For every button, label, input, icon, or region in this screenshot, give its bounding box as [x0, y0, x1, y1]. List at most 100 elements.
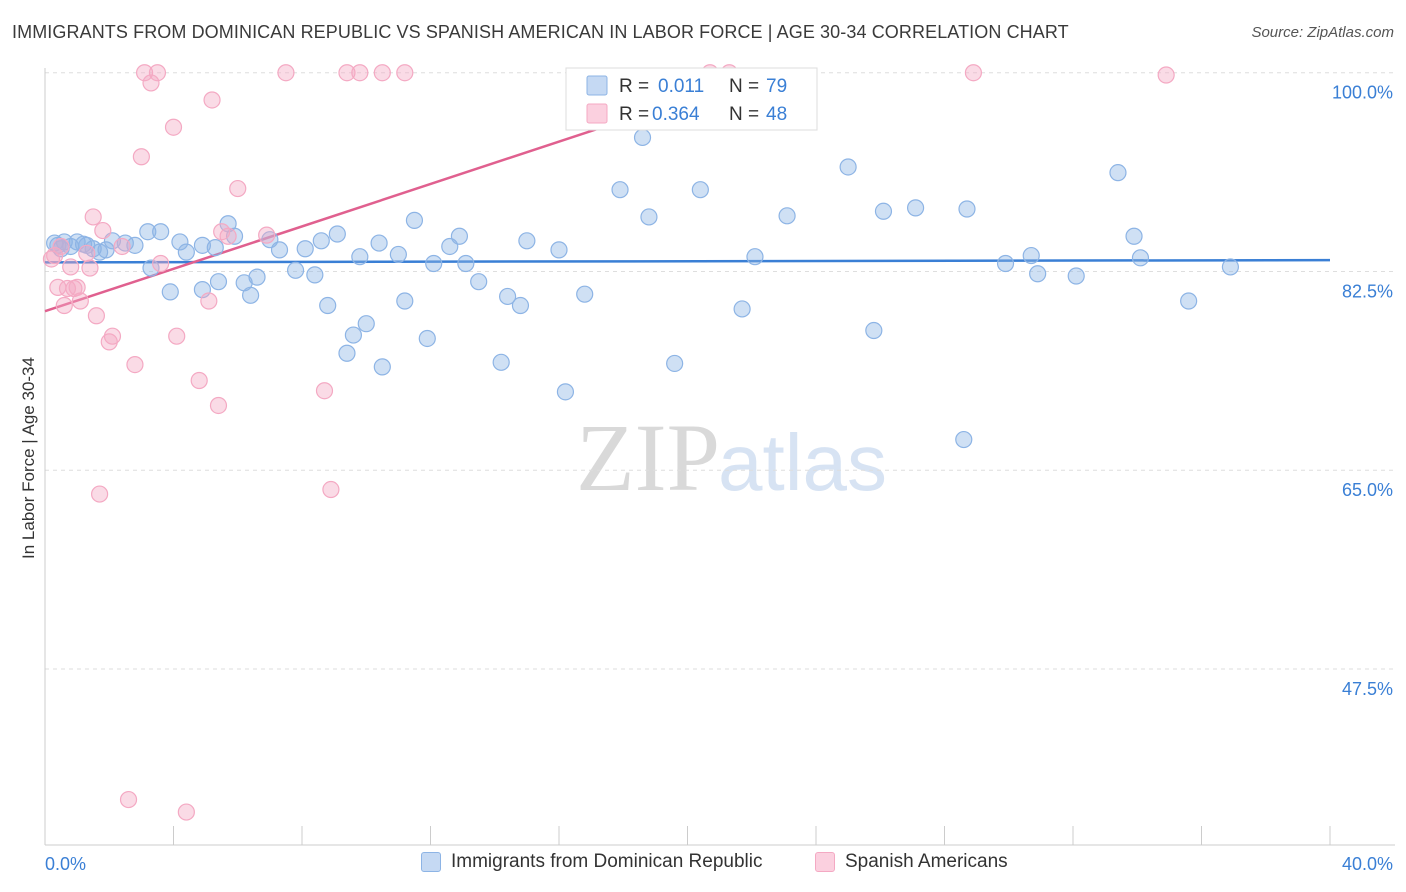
svg-text:N =: N = — [729, 104, 759, 125]
data-point — [1029, 265, 1047, 283]
data-point — [84, 208, 102, 226]
data-point — [306, 266, 324, 284]
data-point — [126, 236, 144, 254]
data-point — [1180, 292, 1198, 310]
data-point — [418, 329, 436, 348]
data-point — [97, 241, 115, 259]
data-point — [219, 227, 237, 245]
data-point — [1125, 227, 1143, 245]
legend-label-dominican: Immigrants from Dominican Republic — [451, 851, 763, 872]
series-0-points — [46, 128, 1240, 449]
data-point — [248, 268, 266, 286]
x-tick-label-max: 40.0% — [1342, 854, 1393, 874]
data-point — [778, 207, 796, 225]
data-point — [1131, 249, 1150, 267]
data-point — [171, 233, 189, 251]
data-point — [206, 239, 224, 257]
data-point — [389, 245, 407, 264]
data-point — [87, 307, 106, 325]
legend-r-blue: 0.011 — [658, 76, 704, 97]
data-point — [152, 223, 170, 241]
data-point — [338, 64, 356, 82]
legend-n-blue: 79 — [766, 76, 787, 97]
data-point — [81, 259, 99, 277]
data-point — [499, 287, 517, 306]
data-point — [296, 240, 314, 258]
data-point — [312, 232, 330, 250]
legend-swatch-dominican — [421, 852, 441, 872]
data-point — [1221, 258, 1240, 276]
data-point — [450, 227, 469, 245]
data-point — [132, 148, 150, 166]
legend-swatch-spanish — [815, 852, 835, 872]
data-point — [68, 278, 86, 296]
legend-swatch-pink — [586, 103, 608, 124]
data-point — [556, 383, 575, 401]
y-tick-label: 47.5% — [1342, 679, 1393, 699]
data-point — [328, 225, 346, 243]
grid — [45, 72, 1395, 670]
data-point — [373, 64, 391, 82]
data-point — [62, 258, 80, 276]
y-tick-label: 100.0% — [1332, 83, 1393, 103]
data-point — [958, 200, 976, 218]
source-label: Source: ZipAtlas.com — [1251, 24, 1394, 41]
data-point — [357, 315, 375, 333]
data-point — [964, 64, 983, 82]
data-point — [91, 243, 109, 261]
data-point — [576, 285, 594, 303]
data-point — [338, 344, 356, 362]
data-point — [351, 64, 369, 82]
data-point — [550, 241, 568, 259]
data-point — [640, 208, 658, 226]
y-tick-label: 65.0% — [1342, 480, 1393, 500]
x-tick-label-min: 0.0% — [45, 854, 86, 874]
data-point — [203, 91, 221, 109]
data-point — [94, 221, 112, 240]
y-tick-label: 82.5% — [1342, 281, 1393, 301]
data-point — [68, 233, 86, 251]
data-point — [270, 241, 289, 259]
data-point — [286, 261, 305, 279]
data-point — [1109, 164, 1127, 182]
data-point — [666, 354, 684, 373]
data-point — [425, 254, 443, 273]
data-point — [906, 199, 925, 217]
data-point — [242, 286, 260, 304]
data-point — [996, 254, 1015, 273]
legend-box: R = 0.011 N = 79 R = 0.364 N = 48 — [565, 67, 818, 131]
data-point — [142, 74, 160, 92]
data-point — [955, 430, 973, 449]
data-point — [161, 283, 179, 301]
y-axis-label: In Labor Force | Age 30-34 — [19, 357, 38, 559]
watermark: ZIP atlas — [576, 404, 887, 511]
data-point — [746, 248, 764, 266]
data-point — [135, 64, 154, 82]
data-point — [315, 382, 334, 400]
data-point — [142, 259, 160, 277]
data-point — [177, 243, 195, 261]
data-point — [370, 234, 388, 252]
series-1-points — [42, 64, 1175, 821]
data-point — [193, 236, 212, 254]
data-point — [52, 237, 70, 256]
data-point — [405, 211, 424, 229]
data-point — [46, 246, 64, 265]
axes — [44, 68, 1395, 846]
data-point — [177, 803, 195, 821]
data-point — [322, 480, 340, 499]
data-point — [225, 227, 244, 245]
data-point — [691, 181, 709, 199]
legend-item-dominican: Immigrants from Dominican Republic — [421, 851, 763, 873]
data-point — [126, 355, 144, 374]
data-point — [200, 292, 218, 310]
data-point — [344, 326, 362, 344]
legend-label-spanish: Spanish Americans — [845, 851, 1008, 872]
data-point — [55, 296, 73, 315]
svg-text:N =: N = — [729, 76, 759, 97]
bottom-legend: Immigrants from Dominican Republic Spani… — [0, 851, 1406, 877]
data-point — [351, 248, 369, 266]
data-point — [258, 226, 276, 244]
data-point — [733, 300, 751, 318]
